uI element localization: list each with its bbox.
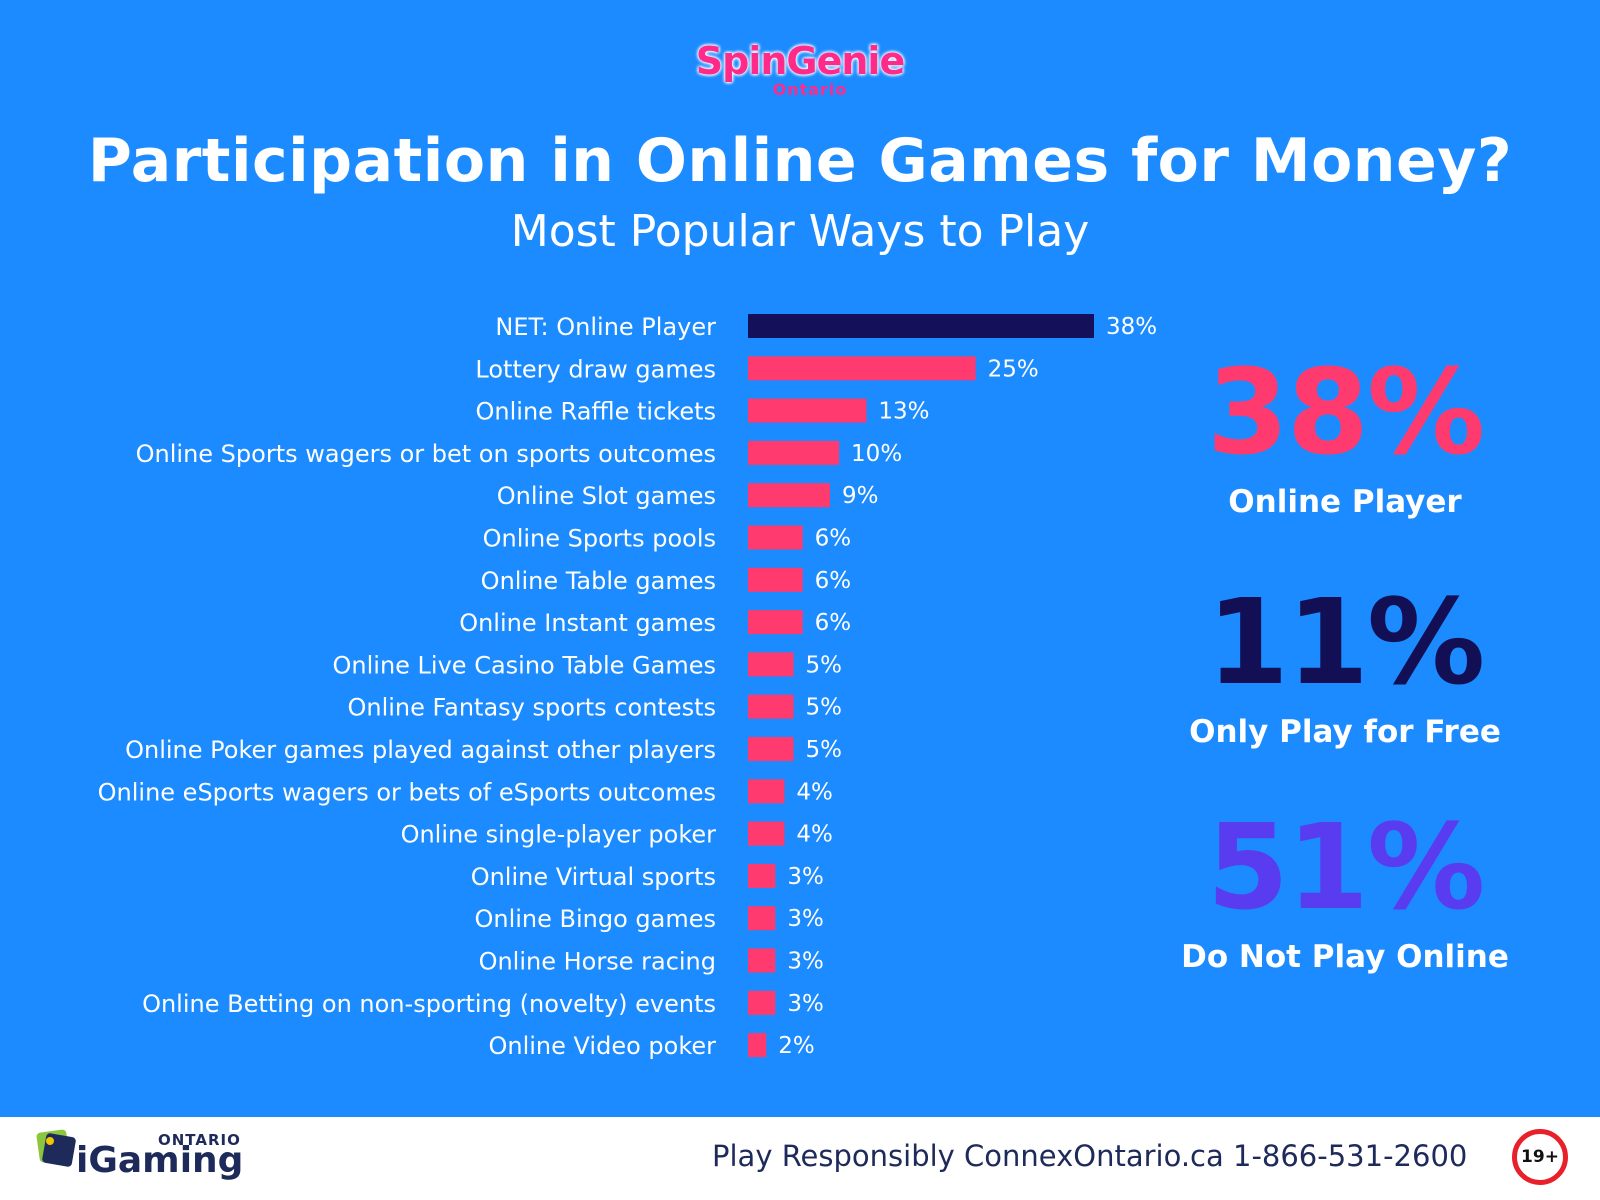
igaming-logo-icon <box>36 1129 76 1167</box>
stat-value: 11% <box>1206 573 1485 711</box>
bar <box>748 821 785 846</box>
bar <box>748 398 867 423</box>
stat-label: Do Not Play Online <box>1181 939 1509 975</box>
value-label: 4% <box>796 822 833 848</box>
bar <box>748 525 803 550</box>
category-label: Online Instant games <box>459 609 716 637</box>
igaming-logo-text: iGaming <box>76 1140 244 1181</box>
value-label: 3% <box>787 906 824 932</box>
value-label: 3% <box>787 864 824 890</box>
category-label: Online Bingo games <box>474 905 716 933</box>
stat-label: Online Player <box>1228 484 1462 520</box>
category-label: Online Live Casino Table Games <box>333 651 716 679</box>
page-title: Participation in Online Games for Money? <box>87 126 1513 196</box>
value-label: 5% <box>806 695 843 721</box>
category-label: Online Sports wagers or bet on sports ou… <box>136 440 716 468</box>
bar <box>748 990 776 1015</box>
value-label: 2% <box>778 1033 815 1059</box>
bar <box>748 440 840 465</box>
stat-label: Only Play for Free <box>1189 714 1501 750</box>
category-label: Online Table games <box>481 567 716 595</box>
category-label: Online Betting on non-sporting (novelty)… <box>142 990 716 1018</box>
brand-name: SpinGenie <box>695 39 905 83</box>
igaming-logo-ontario: ONTARIO <box>158 1131 241 1149</box>
bar <box>748 356 976 381</box>
category-label: Online Video poker <box>488 1032 716 1060</box>
category-label: Online Horse racing <box>479 948 716 976</box>
footer: ONTARIO iGaming Play Responsibly ConnexO… <box>0 1117 1600 1200</box>
brand-logo: SpinGenie Ontario <box>0 40 1600 98</box>
bar <box>748 1033 767 1058</box>
stat-only-free: 11% Only Play for Free <box>1150 580 1540 752</box>
category-label: Online eSports wagers or bets of eSports… <box>98 778 716 806</box>
value-label: 9% <box>842 483 879 509</box>
bar <box>748 906 776 931</box>
category-label: Online Virtual sports <box>471 863 716 891</box>
age-restriction-badge: 19+ <box>1512 1129 1568 1185</box>
category-label: NET: Online Player <box>495 313 716 341</box>
value-label: 5% <box>806 737 843 763</box>
value-label: 6% <box>815 526 852 552</box>
category-label: Online Sports pools <box>483 525 716 553</box>
category-label: Online Poker games played against other … <box>125 736 716 764</box>
bar <box>748 863 776 888</box>
value-label: 5% <box>806 652 843 678</box>
value-label: 6% <box>815 610 852 636</box>
page-subtitle: Most Popular Ways to Play <box>510 206 1090 257</box>
bar <box>748 610 803 635</box>
value-label: 13% <box>878 399 929 425</box>
value-label: 6% <box>815 568 852 594</box>
value-label: 10% <box>851 441 902 467</box>
bar <box>748 314 1094 338</box>
category-label: Lottery draw games <box>475 355 716 383</box>
value-label: 4% <box>796 779 833 805</box>
value-label: 25% <box>988 356 1039 382</box>
stat-not-online: 51% Do Not Play Online <box>1150 805 1540 977</box>
value-label: 3% <box>787 991 824 1017</box>
bar <box>748 779 785 804</box>
stat-value: 38% <box>1206 343 1485 481</box>
category-label: Online Slot games <box>497 482 716 510</box>
bar-chart: NET: Online Player 38% Lottery draw games 2… <box>98 313 1157 1060</box>
bar <box>748 737 794 761</box>
bar <box>748 652 794 677</box>
bar <box>748 567 803 592</box>
value-label: 38% <box>1106 314 1157 340</box>
bar <box>748 694 794 719</box>
stat-online-player: 38% Online Player <box>1150 350 1540 522</box>
category-label: Online Raffle tickets <box>476 398 717 426</box>
value-label: 3% <box>787 949 824 975</box>
bar <box>748 948 776 973</box>
stat-value: 51% <box>1206 798 1485 936</box>
brand-sub: Ontario <box>772 80 848 99</box>
responsible-gaming-text: Play Responsibly ConnexOntario.ca 1-866-… <box>712 1139 1468 1173</box>
bar <box>748 483 830 508</box>
category-label: Online single-player poker <box>401 821 717 849</box>
category-label: Online Fantasy sports contests <box>347 694 716 722</box>
